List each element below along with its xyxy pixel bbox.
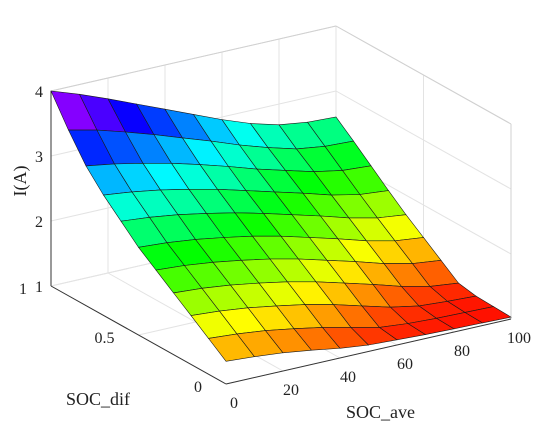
z-tick-label: 2: [35, 214, 43, 231]
x-tick-label: 100: [507, 330, 531, 347]
z-axis-title: I(A): [10, 166, 31, 197]
y-axis-line: [50, 285, 227, 385]
x-tick-label: 80: [454, 343, 470, 360]
x-tick-label: 0: [230, 395, 238, 412]
y-tick-label: 0.5: [95, 330, 115, 347]
surface-patch: [464, 306, 512, 324]
x-tick-label: 40: [340, 369, 356, 386]
tick-layer: 0 20 40 60 80 100 0 0.5 1 1 2 3 4: [19, 84, 531, 412]
sidewall-grid-z: [335, 90, 512, 190]
y-tick-label: 0: [194, 379, 202, 396]
box-edge: [335, 25, 512, 125]
z-tick-label: 4: [35, 84, 43, 101]
surface-layer: [50, 90, 512, 362]
x-tick-label: 60: [397, 356, 413, 373]
x-axis-title: SOC_ave: [346, 402, 415, 422]
y-axis-title: SOC_dif: [66, 389, 130, 409]
z-tick-label: 3: [35, 149, 43, 166]
z-tick-label: 1: [35, 279, 43, 296]
y-tick-label: 1: [19, 281, 27, 298]
x-axis-line: [225, 318, 512, 385]
box-edge: [50, 25, 337, 92]
x-tick-label: 20: [283, 382, 299, 399]
